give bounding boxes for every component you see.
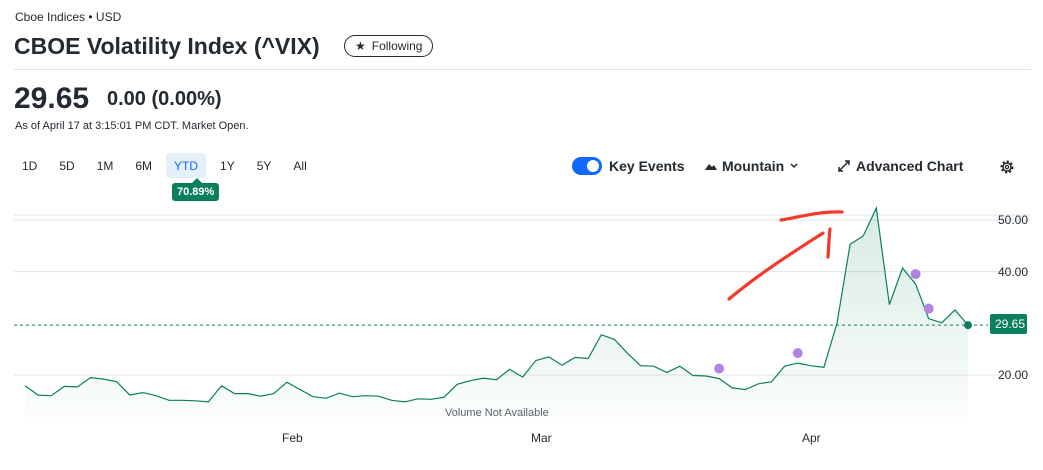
chevron-down-icon [790, 163, 798, 169]
gear-icon[interactable] [999, 159, 1015, 175]
key-event-dot[interactable] [910, 269, 921, 280]
y-axis-ticks: 50.00 40.00 20.00 [998, 213, 1028, 382]
x-tick-feb: Feb [282, 431, 303, 445]
advanced-chart-label: Advanced Chart [856, 158, 964, 174]
current-price: 29.65 [14, 82, 90, 115]
expand-icon [838, 160, 850, 172]
range-selector: 1D 5D 1M 6M YTD 1Y 5Y All [14, 153, 321, 178]
chart-type-label: Mountain [722, 158, 785, 174]
key-event-dot[interactable] [923, 303, 934, 314]
change-percent: (0.00%) [151, 88, 222, 110]
range-tab-1y[interactable]: 1Y [220, 158, 235, 173]
star-icon: ★ [355, 39, 366, 53]
volume-note: Volume Not Available [445, 407, 549, 419]
ytd-return-badge: 70.89% [172, 178, 220, 201]
toggle-knob [587, 160, 599, 172]
key-events-label: Key Events [609, 158, 685, 174]
y-tick-40: 40.00 [998, 265, 1028, 279]
range-tab-ytd[interactable]: YTD [166, 153, 207, 178]
last-price-text: 29.65 [995, 317, 1025, 331]
mountain-icon [705, 164, 717, 170]
key-event-dot[interactable] [714, 363, 725, 374]
advanced-chart-button[interactable]: Advanced Chart [838, 158, 963, 174]
range-tab-6m[interactable]: 6M [135, 158, 153, 173]
divider [14, 69, 1031, 70]
range-tab-1d[interactable]: 1D [22, 158, 38, 173]
x-tick-apr: Apr [802, 431, 821, 445]
range-tab-5y[interactable]: 5Y [256, 158, 272, 173]
range-tab-all[interactable]: All [293, 158, 307, 173]
range-tab-5d[interactable]: 5D [59, 158, 75, 173]
following-button[interactable]: ★ Following [344, 35, 434, 57]
price-area [25, 208, 968, 417]
y-tick-50: 50.00 [998, 213, 1028, 227]
change-value: 0.00 [107, 88, 146, 110]
range-tab-1m[interactable]: 1M [96, 158, 114, 173]
price-change: 0.00 (0.00%) [107, 88, 222, 111]
key-event-dot[interactable] [792, 348, 803, 359]
y-tick-20: 20.00 [998, 368, 1028, 382]
page-title: CBOE Volatility Index (^VIX) [14, 33, 320, 59]
price-chart: 50.00 40.00 20.00 29.65 Feb Mar Apr Volu… [14, 206, 1030, 445]
following-label: Following [371, 39, 423, 53]
x-tick-mar: Mar [531, 431, 552, 445]
as-of-timestamp: As of April 17 at 3:15:01 PM CDT. Market… [15, 120, 249, 132]
key-events-toggle[interactable] [572, 157, 602, 175]
chart-type-dropdown[interactable]: Mountain [705, 158, 799, 174]
key-event-markers [714, 269, 934, 374]
price-line [24, 206, 969, 403]
last-price-dot [964, 321, 972, 330]
last-price-label: 29.65 [990, 314, 1027, 334]
annotation-arrow [727, 210, 844, 301]
exchange-label: Cboe Indices • USD [15, 10, 122, 24]
